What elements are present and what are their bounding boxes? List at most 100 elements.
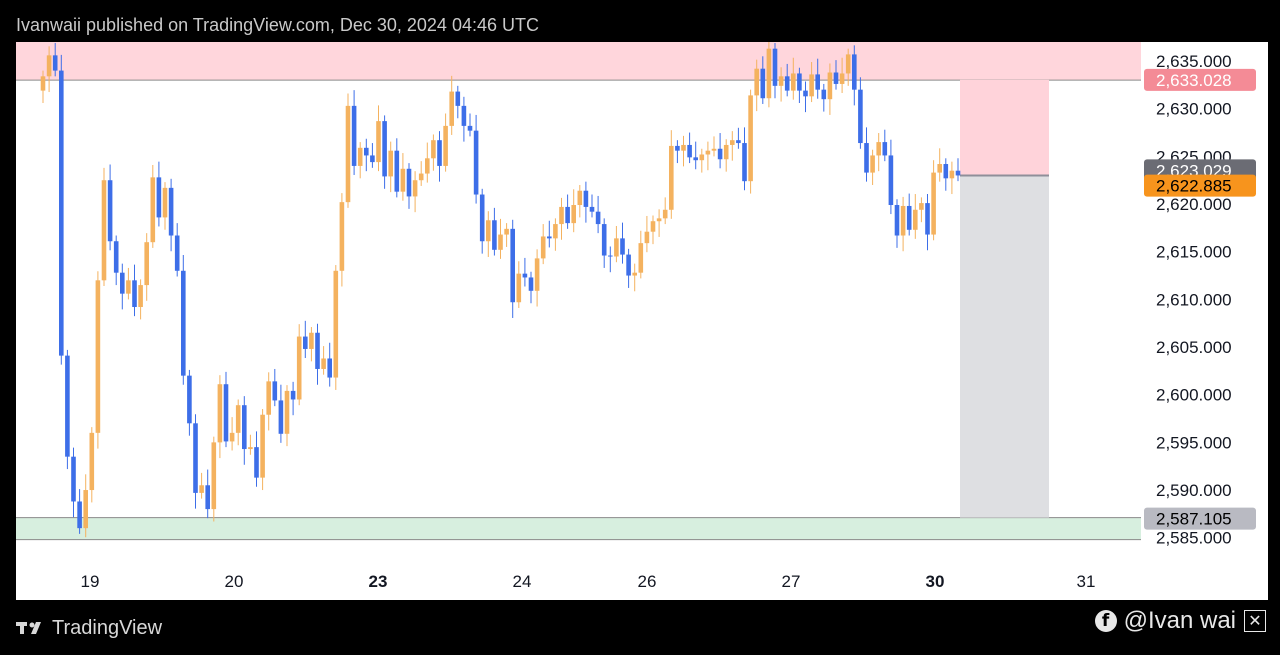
supply-price-tag: 2,633.028 [1156,71,1232,90]
candle-body [925,203,930,235]
candle-body [296,336,302,400]
candle-body [614,238,619,257]
candle-body [382,121,387,177]
candle-body [888,155,894,206]
candle-body [272,381,278,401]
candle-body [656,218,662,222]
current-price-tag: 2,622.885 [1156,177,1232,196]
candle-body [797,73,802,91]
candle-body [827,72,833,100]
candle-body [309,332,314,349]
candle-body [388,150,393,177]
candle-body [815,74,820,90]
candle-body [870,155,875,173]
y-tick-label: 2,605.000 [1156,338,1232,357]
candle-body [467,125,473,131]
candle-body [266,381,271,415]
candle-body [284,390,290,434]
candle-body [199,485,204,493]
candle-body [748,95,753,182]
candle-body [669,145,674,210]
supply-price-tag-bg [1144,68,1256,91]
candle-body [638,243,644,273]
candle-body [516,273,522,303]
candle-body [455,91,461,106]
candle-body [693,157,698,161]
candle-body [662,209,668,219]
candle-body [290,390,296,400]
candle-body [772,48,778,86]
tradingview-logo[interactable]: TradingView [16,614,162,642]
candle-body [791,73,796,91]
candle-body [864,143,869,173]
candle-body [565,206,570,224]
x-tick-label: 26 [638,572,657,591]
candle-body [479,194,485,242]
candle-body [394,150,400,192]
candle-body [211,442,217,510]
demand-zone [16,517,1141,540]
candle-body [687,144,692,158]
x-tick-label: 23 [369,572,388,591]
x-tick-label: 30 [926,572,945,591]
candle-body [486,220,491,242]
author-credit: f @Ivan wai ✕ [1094,607,1266,635]
candle-body [894,205,900,236]
candle-body [577,190,583,206]
candle-body [357,147,363,166]
tradingview-logo-icon [16,622,41,634]
candle-body [583,190,589,207]
candle-body [95,280,101,433]
candle-body [644,231,650,244]
y-tick-label: 2,600.000 [1156,386,1232,405]
publish-header: Ivanwaii published on TradingView.com, D… [16,15,539,35]
candle-body [833,72,839,84]
supply-zone [16,42,1141,81]
candle-body [101,180,107,281]
candle-body [900,205,906,236]
candle-body [223,384,229,442]
candle-body [632,272,637,276]
candle-body [443,125,448,166]
candle-body [65,355,70,457]
candle-body [845,54,851,74]
candle-body [321,358,326,369]
candle-body [650,221,656,232]
candle-body [412,180,418,197]
y-tick-label: 2,635.000 [1156,52,1232,71]
candle-body [248,447,253,450]
candle-body [120,272,125,294]
candle-body [162,187,168,218]
y-tick-label: 2,630.000 [1156,100,1232,119]
candle-body [242,405,247,450]
candle-body [431,140,436,159]
candle-body [107,180,113,242]
candle-body [333,270,339,378]
candle-body [949,170,955,179]
candle-body [553,224,558,239]
candle-body [46,55,52,77]
candle-body [418,173,424,181]
candle-body [303,336,308,349]
candle-body [138,285,143,308]
candle-body [77,501,82,529]
y-tick-label: 2,585.000 [1156,529,1232,548]
candle-body [595,211,601,225]
candle-body [955,170,961,176]
candle-body [83,490,88,529]
candle-body [59,70,64,356]
take-profit-box [960,175,1049,518]
candle-body [705,150,711,155]
candle-body [534,258,540,291]
x-tick-label: 20 [225,572,244,591]
candle-body [919,203,924,210]
candle-body [193,423,198,493]
candlestick-chart[interactable]: 2,585.000 2,590.000 2,595.000 2,600.000 2,60… [16,42,1268,600]
candle-body [589,206,595,212]
chart-panel[interactable]: 2,585.000 2,590.000 2,595.000 2,600.000 2,60… [16,42,1268,600]
x-tick-label: 31 [1077,572,1096,591]
candle-body [742,143,747,182]
stop-loss-box [960,79,1049,176]
candle-body [364,147,369,156]
candle-body [376,121,381,163]
